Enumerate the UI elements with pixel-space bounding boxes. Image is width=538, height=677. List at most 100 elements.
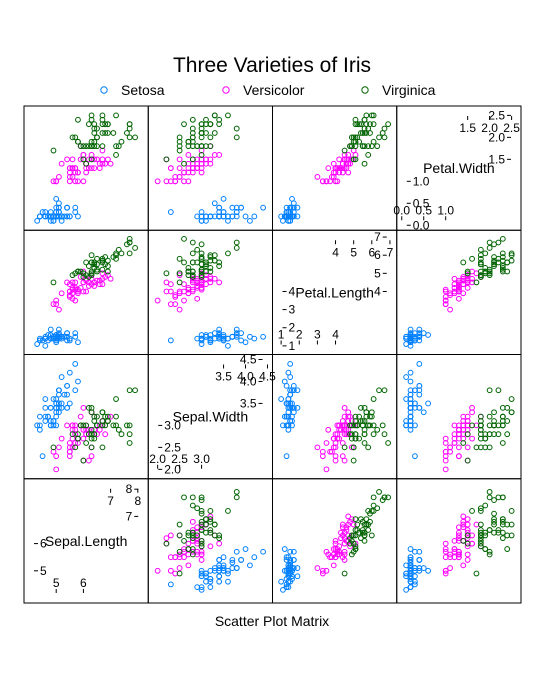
data-point-virginica: [370, 508, 377, 514]
data-point-virginica: [347, 143, 353, 150]
data-point-virginica: [113, 255, 119, 262]
data-point-versicolor: [329, 554, 335, 561]
data-point-versicolor: [85, 457, 92, 464]
diag-tick-label: 8: [126, 482, 133, 496]
data-point-versicolor: [207, 513, 214, 520]
data-point-versicolor: [66, 281, 73, 288]
data-point-setosa: [220, 567, 227, 574]
data-point-virginica: [354, 521, 361, 528]
data-point-virginica: [211, 257, 218, 264]
data-point-versicolor: [189, 548, 196, 555]
data-point-virginica: [110, 422, 117, 429]
data-point-virginica: [486, 413, 493, 420]
data-point-versicolor: [442, 466, 449, 473]
data-point-virginica: [385, 440, 392, 446]
data-point-virginica: [491, 521, 497, 528]
data-point-virginica: [99, 409, 106, 416]
data-point-virginica: [126, 121, 133, 128]
data-point-virginica: [361, 440, 368, 446]
data-point-versicolor: [198, 169, 205, 176]
data-point-virginica: [504, 546, 511, 552]
data-point-setosa: [225, 217, 231, 224]
data-point-versicolor: [176, 174, 183, 180]
data-point-virginica: [499, 494, 506, 501]
data-point-versicolor: [66, 292, 73, 299]
data-point-versicolor: [198, 557, 205, 563]
data-point-versicolor: [58, 160, 65, 167]
diag-tick-label: 3.0: [164, 418, 181, 432]
data-point-versicolor: [194, 283, 201, 289]
data-point-virginica: [486, 387, 493, 394]
data-point-virginica: [203, 130, 209, 136]
data-point-versicolor: [80, 404, 87, 411]
data-point-virginica: [352, 121, 359, 128]
data-point-setosa: [407, 326, 414, 333]
data-point-versicolor: [323, 567, 330, 574]
data-point-versicolor: [189, 165, 196, 172]
data-point-versicolor: [198, 551, 205, 558]
diag-tick-label: 7: [374, 230, 381, 244]
data-point-virginica: [370, 431, 377, 438]
data-point-virginica: [508, 409, 515, 416]
data-point-versicolor: [336, 165, 343, 172]
data-point-versicolor: [80, 268, 87, 275]
panel-border: [396, 354, 522, 480]
data-point-virginica: [361, 160, 368, 167]
diag-tick-label: 4.0: [240, 374, 257, 388]
data-point-virginica: [181, 160, 187, 167]
diag-tick-label: 0.0: [413, 218, 430, 232]
data-point-versicolor: [442, 548, 449, 555]
data-point-setosa: [287, 360, 294, 367]
data-point-virginica: [358, 404, 364, 411]
diagonal-label-sepal-width: Sepal.Width: [173, 409, 248, 425]
data-point-versicolor: [72, 286, 79, 293]
data-point-setosa: [47, 422, 54, 429]
data-point-versicolor: [442, 440, 449, 446]
data-point-setosa: [36, 213, 43, 220]
data-point-virginica: [233, 245, 240, 251]
data-point-virginica: [350, 457, 357, 464]
data-point-virginica: [225, 250, 231, 257]
data-point-virginica: [374, 426, 381, 433]
data-point-setosa: [285, 409, 292, 416]
data-point-virginica: [352, 527, 359, 533]
data-point-versicolor: [189, 537, 196, 544]
data-point-virginica: [352, 143, 359, 150]
data-point-virginica: [356, 121, 363, 128]
data-point-versicolor: [189, 527, 196, 533]
data-point-versicolor: [85, 165, 92, 172]
data-point-virginica: [83, 422, 90, 429]
data-point-virginica: [198, 521, 205, 528]
data-point-versicolor: [334, 431, 341, 438]
data-point-setosa: [420, 409, 427, 416]
data-point-versicolor: [72, 279, 79, 286]
data-point-virginica: [181, 494, 187, 501]
data-point-versicolor: [319, 453, 326, 460]
data-point-setosa: [260, 333, 267, 340]
data-point-setosa: [289, 400, 295, 407]
data-point-virginica: [126, 235, 133, 242]
diag-tick-label: 1: [289, 339, 296, 353]
data-point-virginica: [69, 431, 76, 438]
data-point-virginica: [358, 130, 364, 136]
data-point-versicolor: [464, 284, 471, 291]
data-point-virginica: [198, 152, 205, 158]
data-point-virginica: [80, 143, 87, 150]
data-point-setosa: [53, 409, 60, 416]
data-point-setosa: [53, 332, 60, 338]
data-point-virginica: [77, 268, 84, 275]
data-point-setosa: [233, 326, 240, 333]
data-point-virginica: [77, 422, 84, 429]
data-point-setosa: [47, 326, 54, 333]
data-point-virginica: [499, 413, 506, 420]
data-point-versicolor: [69, 165, 76, 172]
data-point-virginica: [124, 130, 130, 136]
data-point-virginica: [88, 404, 95, 411]
data-point-virginica: [367, 422, 373, 429]
data-point-virginica: [495, 259, 502, 266]
data-point-setosa: [294, 404, 301, 411]
data-point-versicolor: [339, 521, 346, 528]
data-point-virginica: [365, 152, 372, 158]
data-point-versicolor: [107, 160, 114, 167]
